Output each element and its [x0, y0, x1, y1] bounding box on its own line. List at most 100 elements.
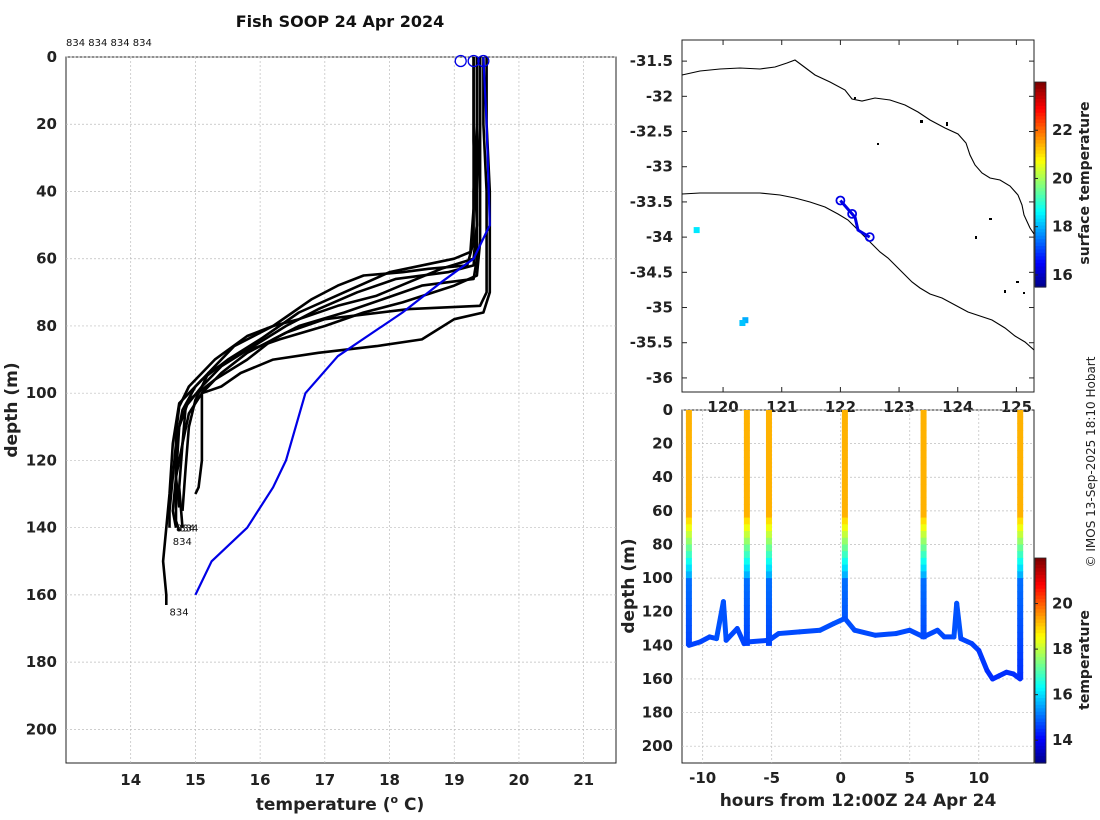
cast-sample: [685, 470, 692, 478]
cast-sample: [1017, 611, 1024, 620]
x-tick-label: 21: [573, 771, 594, 789]
cast-sample: [1017, 524, 1024, 532]
cast-sample: [920, 571, 927, 579]
cast-sample: [841, 598, 848, 606]
bottom-trace-segment: [744, 637, 772, 645]
cast-sample: [743, 611, 750, 620]
colorbar-swatch: [1035, 745, 1046, 750]
cast-sample: [765, 504, 772, 512]
cast-sample: [920, 524, 927, 532]
profile-panel: 14 15 16 17 18 19 20 21 0 20 40 60 80 100 120 140 160 180…: [2, 12, 617, 815]
cast-sample: [685, 531, 692, 539]
colorbar-swatch: [1035, 660, 1046, 665]
colorbar-swatch: [1035, 259, 1046, 264]
colorbar-swatch: [1035, 82, 1046, 87]
cast-sample: [841, 423, 848, 431]
colorbar-swatch: [1035, 687, 1046, 692]
section-y-tick-label: 60: [652, 502, 673, 520]
cast-sample: [1017, 557, 1024, 566]
cast-sample: [743, 457, 750, 465]
cast-sample: [765, 578, 772, 586]
cast-sample: [1017, 423, 1024, 431]
colorbar-swatch: [1035, 670, 1046, 675]
cast-label: 834: [179, 524, 198, 535]
map-x-tick-label: 122: [825, 398, 856, 416]
map-axes-box: [681, 39, 1035, 393]
profile-6-line: [181, 57, 482, 511]
colorbar-swatch: [1035, 143, 1046, 148]
cast-sample: [841, 584, 848, 593]
colorbar-swatch: [1035, 650, 1046, 655]
x-tick-label: 15: [185, 771, 206, 789]
colorbar-swatch: [1035, 109, 1046, 114]
section-x-axis-label: hours from 12:00Z 24 Apr 24: [720, 791, 997, 811]
y-axis-label: depth (m): [2, 362, 22, 457]
cast-sample: [685, 510, 692, 519]
cast-sample: [1017, 436, 1024, 445]
colorbar-swatch: [1035, 578, 1046, 583]
colorbar-swatch: [1035, 119, 1046, 124]
cast-sample: [841, 537, 848, 546]
map-y-tick-label: -32: [646, 87, 673, 105]
profile-3-line: [161, 57, 475, 605]
cast-sample: [1017, 531, 1024, 539]
cast-sample: [841, 531, 848, 539]
cast-sample: [841, 510, 848, 519]
cast-sample: [920, 618, 927, 626]
section-y-tick-label: 180: [642, 704, 673, 722]
cast-sample: [765, 470, 772, 478]
cast-sample: [743, 531, 750, 539]
colorbar-swatch: [1035, 140, 1046, 145]
cast-sample: [1017, 658, 1024, 667]
surface-temperature-colorbar-label: surface temperature: [1077, 101, 1093, 264]
colorbar-swatch: [1035, 581, 1046, 586]
colorbar-swatch: [1035, 742, 1046, 747]
ship-track-marker: [864, 232, 875, 243]
colorbar-swatch: [1035, 105, 1046, 110]
colorbar-swatch: [1035, 276, 1046, 281]
cast-sample: [1017, 645, 1024, 653]
cast-sample: [1017, 504, 1024, 512]
cast-sample: [685, 483, 692, 492]
colorbar-swatch: [1035, 677, 1046, 682]
cast-sample: [743, 571, 750, 579]
bottom-trace-segment: [842, 615, 858, 633]
map-x-tick-label: 124: [942, 398, 973, 416]
colorbar-swatch: [1035, 561, 1046, 566]
cast-sample: [841, 564, 848, 572]
colorbar-swatch: [1035, 622, 1046, 627]
colorbar-swatch: [1035, 153, 1046, 158]
cast-sample: [920, 531, 927, 539]
colorbar-swatch: [1035, 269, 1046, 274]
map-y-tick-label: -33: [646, 158, 673, 176]
cast-sample: [743, 557, 750, 566]
chart-title: Fish SOOP 24 Apr 2024: [236, 12, 445, 31]
cast-sample: [743, 430, 750, 438]
colorbar-tick-label: 16: [1052, 686, 1073, 704]
colorbar-swatch: [1035, 585, 1046, 590]
cast-sample: [841, 443, 848, 451]
cast-sample: [920, 598, 927, 606]
cast-sample: [685, 557, 692, 566]
cast-sample: [765, 591, 772, 599]
cast-sample: [685, 497, 692, 505]
map-x-tick-label: 123: [883, 398, 914, 416]
cast-sample: [765, 537, 772, 546]
cast-sample: [743, 564, 750, 572]
section-y-tick-label: 40: [652, 468, 673, 486]
cast-sample: [841, 450, 848, 458]
map-grid: [682, 40, 1034, 392]
cast-sample: [841, 551, 848, 559]
bottom-trace-segment: [817, 620, 837, 633]
colorbar-swatch: [1035, 208, 1046, 213]
cast-sample: [841, 490, 848, 499]
cast-sample: [920, 537, 927, 546]
colorbar-swatch: [1035, 701, 1046, 706]
cast-sample: [685, 416, 692, 425]
cast-sample: [1017, 571, 1024, 579]
colorbar-swatch: [1035, 605, 1046, 610]
cast-start-marker: [454, 54, 467, 68]
cast-sample: [841, 463, 848, 472]
cast-sample: [765, 457, 772, 465]
